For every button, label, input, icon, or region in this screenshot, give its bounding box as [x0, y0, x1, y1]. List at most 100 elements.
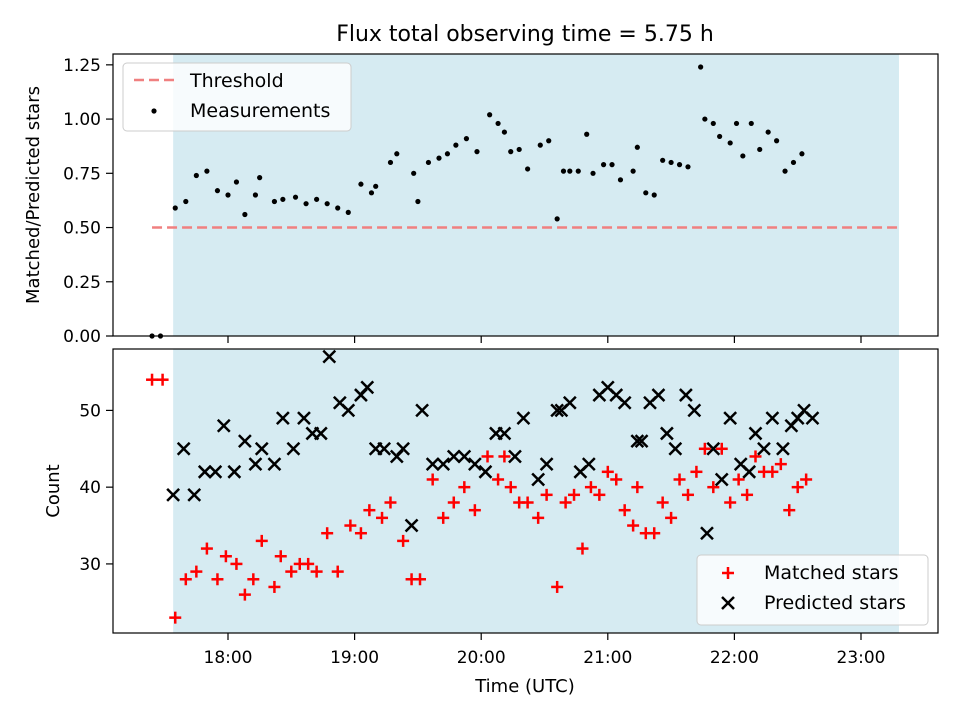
matched-star-point: [681, 488, 694, 501]
legend-predicted-label: Predicted stars: [764, 592, 906, 614]
predicted-star-point: [550, 403, 565, 418]
matched-star-point: [715, 442, 728, 455]
matched-star-point: [559, 496, 572, 509]
measurement-point: [280, 196, 286, 202]
measurement-point: [600, 162, 607, 168]
x-tick-label: 19:00: [330, 648, 379, 668]
measurement-point: [214, 188, 221, 194]
top-y-tick-label: 1.25: [63, 56, 101, 76]
predicted-star-point: [508, 449, 522, 464]
matched-star-point: [255, 534, 268, 547]
predicted-star-point: [446, 449, 461, 464]
measurement-point: [643, 190, 649, 196]
measurement-point: [590, 170, 596, 176]
predicted-star-point: [531, 472, 546, 487]
matched-star-point: [169, 611, 182, 624]
matched-star-point: [376, 511, 389, 524]
measurement-point: [314, 196, 320, 202]
bottom-x-ticks: 18:00 19:00 20:00 21:00 22:00 23:00: [204, 633, 886, 668]
measurement-point: [560, 168, 567, 174]
top-y-tick-label: 1.00: [63, 110, 101, 130]
bottom-y-ticks: 30 40 50: [79, 401, 113, 575]
predicted-star-point: [617, 395, 632, 410]
matched-star-point: [766, 465, 779, 478]
measurement-point: [546, 138, 552, 144]
matched-star-point: [331, 565, 344, 578]
matched-star-point: [268, 580, 281, 593]
bottom-axes-frame: [112, 348, 939, 634]
matched-star-point: [673, 473, 686, 486]
predicted-star-point: [748, 426, 763, 441]
matched-star-point: [219, 550, 232, 563]
measurement-point: [501, 129, 508, 135]
top-axes-frame: [112, 53, 939, 337]
measurement-point: [324, 201, 330, 207]
top-legend: Threshold Measurements: [122, 62, 352, 132]
matched-star-point: [447, 496, 460, 509]
measurement-point: [303, 201, 309, 207]
matched-star-point: [707, 481, 720, 494]
predicted-star-point: [377, 441, 392, 456]
measurement-point: [474, 149, 480, 155]
measurement-point: [242, 211, 248, 218]
top-y-tick-label: 0.25: [63, 273, 101, 293]
predicted-star-point: [497, 426, 512, 441]
matched-star-point: [800, 473, 813, 486]
measurement-point: [335, 205, 341, 211]
measurement-point: [584, 131, 590, 137]
legend-measurements-swatch: [151, 108, 157, 114]
matched-star-point: [458, 481, 471, 494]
predicted-star-point: [516, 411, 531, 425]
predicted-star-point: [404, 518, 419, 533]
matched-star-point: [492, 473, 505, 486]
matched-star-point: [783, 504, 796, 517]
matched-star-point: [437, 511, 450, 524]
measurement-point: [394, 151, 400, 157]
matched-star-point: [321, 527, 334, 540]
predicted-star-point: [254, 441, 269, 456]
predicted-star-point: [415, 403, 430, 418]
x-axis-label: Time (UTC): [474, 676, 575, 697]
matched-star-point: [774, 458, 787, 471]
predicted-star-point: [630, 434, 645, 448]
matched-star-point: [618, 504, 631, 517]
predicted-star-point: [396, 441, 411, 456]
predicted-star-point: [322, 349, 337, 364]
top-y-tick-label: 0.00: [63, 327, 101, 347]
x-tick-label: 21:00: [583, 648, 632, 668]
predicted-star-point: [478, 464, 493, 479]
matched-star-point: [521, 496, 534, 509]
legend-threshold-label: Threshold: [189, 70, 284, 92]
predicted-star-point: [248, 457, 263, 472]
measurement-point: [453, 142, 459, 148]
predicted-star-point: [187, 487, 202, 502]
measurement-point: [710, 120, 716, 127]
bottom-legend: Matched stars Predicted stars: [696, 554, 929, 626]
matched-star-point: [397, 534, 410, 547]
measurement-point: [225, 192, 231, 198]
top-panel: 0.00 0.25 0.50 0.75 1.00 1.25 Matched/Predict…: [23, 53, 939, 347]
measurement-point: [463, 136, 470, 142]
predicted-star-point: [634, 434, 649, 448]
matched-star-point: [610, 473, 623, 486]
matched-star-point: [593, 488, 606, 501]
matched-star-point: [724, 496, 737, 509]
matched-star-point: [791, 481, 804, 494]
measurement-point: [634, 144, 640, 150]
matched-star-point: [732, 473, 745, 486]
matched-star-point: [481, 450, 494, 463]
matched-star-point: [211, 573, 224, 586]
measurement-point: [782, 168, 788, 174]
measurement-point: [257, 175, 263, 181]
top-legend-box: [122, 62, 352, 132]
measurement-point: [727, 140, 733, 146]
matched-star-point: [200, 542, 213, 555]
chart-title: Flux total observing time = 5.75 h: [336, 22, 714, 47]
matched-star-point: [344, 519, 357, 532]
measurement-point: [740, 153, 746, 159]
legend-matched-label: Matched stars: [764, 562, 898, 584]
legend-measurements-label: Measurements: [190, 100, 330, 122]
measurement-point: [702, 116, 708, 122]
top-x-tick-marks: [227, 336, 862, 343]
matched-star-point: [749, 450, 762, 463]
